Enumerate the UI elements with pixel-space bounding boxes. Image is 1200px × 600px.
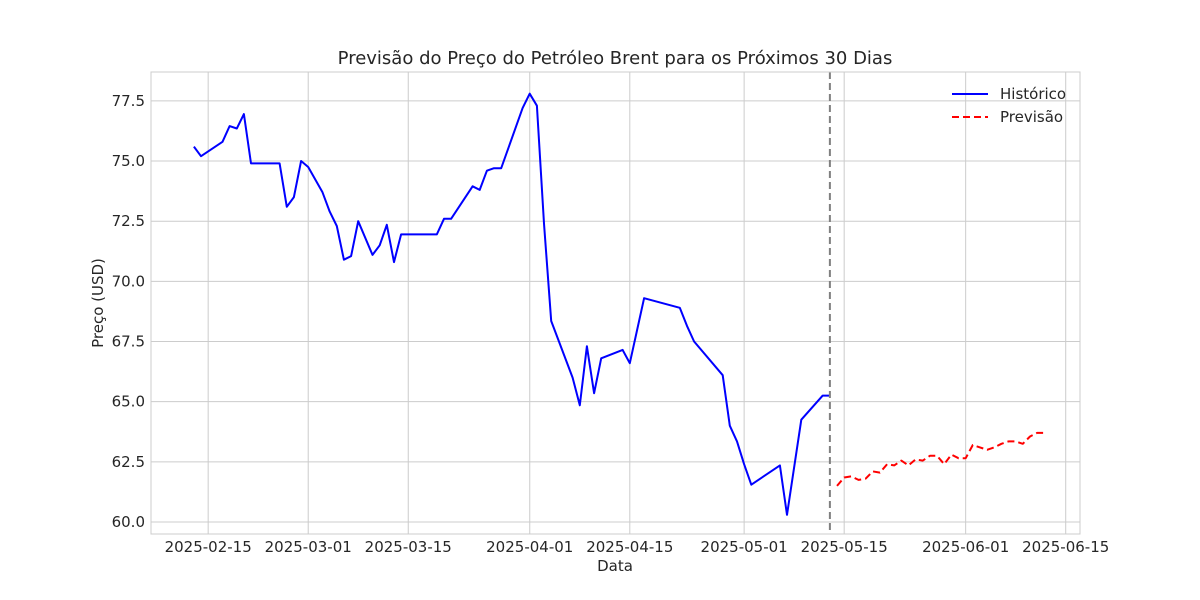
y-tick-label: 72.5 (112, 212, 145, 230)
y-tick-label: 65.0 (112, 393, 145, 411)
plot-frame (150, 71, 1081, 535)
y-axis-label: Preço (USD) (89, 258, 107, 348)
y-tick-label: 67.5 (112, 333, 145, 351)
x-tick-label: 2025-05-01 (701, 538, 788, 556)
legend-label: Histórico (1000, 85, 1066, 103)
legend: Histórico Previsão (952, 85, 1066, 126)
series-layer (193, 92, 1045, 516)
x-tick-label: 2025-04-15 (586, 538, 673, 556)
y-tick-labels: 60.0 62.5 65.0 67.5 70.0 72.5 75.0 77.5 (112, 92, 145, 531)
x-tick-label: 2025-06-01 (922, 538, 1009, 556)
x-tick-label: 2025-03-15 (365, 538, 452, 556)
y-tick-label: 62.5 (112, 453, 145, 471)
x-tick-label: 2025-04-01 (486, 538, 573, 556)
x-tick-label: 2025-02-15 (165, 538, 252, 556)
series-line-historico (193, 92, 830, 516)
grid-lines (151, 72, 1080, 534)
x-tick-label: 2025-06-15 (1022, 538, 1109, 556)
x-axis-label: Data (597, 557, 633, 575)
y-tick-label: 75.0 (112, 152, 145, 170)
y-tick-label: 70.0 (112, 272, 145, 290)
series-line-previsao (836, 431, 1045, 487)
x-tick-label: 2025-03-01 (265, 538, 352, 556)
x-tick-label: 2025-05-15 (801, 538, 888, 556)
y-tick-label: 60.0 (112, 513, 145, 531)
y-tick-label: 77.5 (112, 92, 145, 110)
legend-label: Previsão (1000, 108, 1063, 126)
chart-title: Previsão do Preço do Petróleo Brent para… (338, 48, 893, 69)
x-tick-labels: 2025-02-15 2025-03-01 2025-03-15 2025-04-01… (165, 538, 1110, 556)
plot-background (151, 72, 1080, 534)
